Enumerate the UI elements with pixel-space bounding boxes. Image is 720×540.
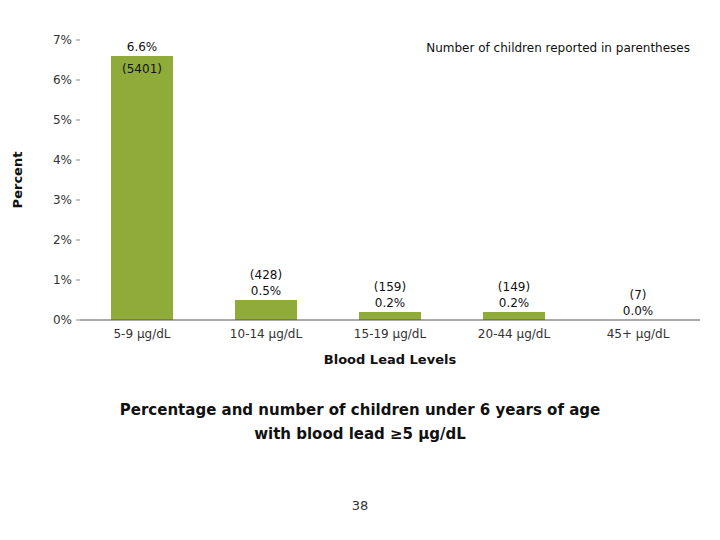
y-tick — [76, 200, 80, 201]
value-label: 6.6% — [127, 40, 158, 54]
bar — [359, 312, 421, 320]
value-label: 0.5% — [251, 284, 282, 298]
y-tick-label: 7% — [53, 33, 72, 47]
y-tick-label: 5% — [53, 113, 72, 127]
x-tick-label: 5-9 μg/dL — [113, 327, 170, 341]
chart: 0% 1% 2% 3% 4% 5% 6% 7% 5-9 μg/dL 10-14 μg/dL 15-1… — [0, 0, 720, 540]
x-tick-label: 15-19 μg/dL — [354, 327, 427, 341]
y-axis-label: Percent — [10, 152, 25, 209]
count-label: (159) — [374, 280, 406, 294]
x-tick-label: 10-14 μg/dL — [230, 327, 303, 341]
note: Number of children reported in parenthes… — [426, 41, 690, 55]
value-label: 0.0% — [623, 304, 654, 318]
page-number: 38 — [352, 498, 369, 513]
count-label: (7) — [630, 288, 647, 302]
x-tick-label: 45+ μg/dL — [607, 327, 670, 341]
y-tick — [76, 280, 80, 281]
bar — [483, 312, 545, 320]
subtitle: Percentage and number of children under … — [120, 401, 600, 419]
y-tick-label: 4% — [53, 153, 72, 167]
y-tick — [76, 40, 80, 41]
count-label: (5401) — [122, 62, 162, 76]
x-axis-label: Blood Lead Levels — [324, 352, 457, 367]
bar — [111, 56, 173, 320]
y-tick-label: 3% — [53, 193, 72, 207]
y-tick — [76, 240, 80, 241]
subtitle: with blood lead ≥5 μg/dL — [254, 425, 466, 443]
value-label: 0.2% — [499, 296, 530, 310]
count-label: (149) — [498, 280, 530, 294]
bar — [235, 300, 297, 320]
y-tick — [76, 320, 80, 321]
y-tick — [76, 120, 80, 121]
y-tick-label: 6% — [53, 73, 72, 87]
y-tick-label: 0% — [53, 313, 72, 327]
x-axis-line — [80, 320, 700, 321]
count-label: (428) — [250, 268, 282, 282]
y-tick-label: 1% — [53, 273, 72, 287]
value-label: 0.2% — [375, 296, 406, 310]
y-tick-label: 2% — [53, 233, 72, 247]
y-tick — [76, 160, 80, 161]
y-tick — [76, 80, 80, 81]
bars — [111, 56, 545, 320]
x-tick-label: 20-44 μg/dL — [478, 327, 551, 341]
